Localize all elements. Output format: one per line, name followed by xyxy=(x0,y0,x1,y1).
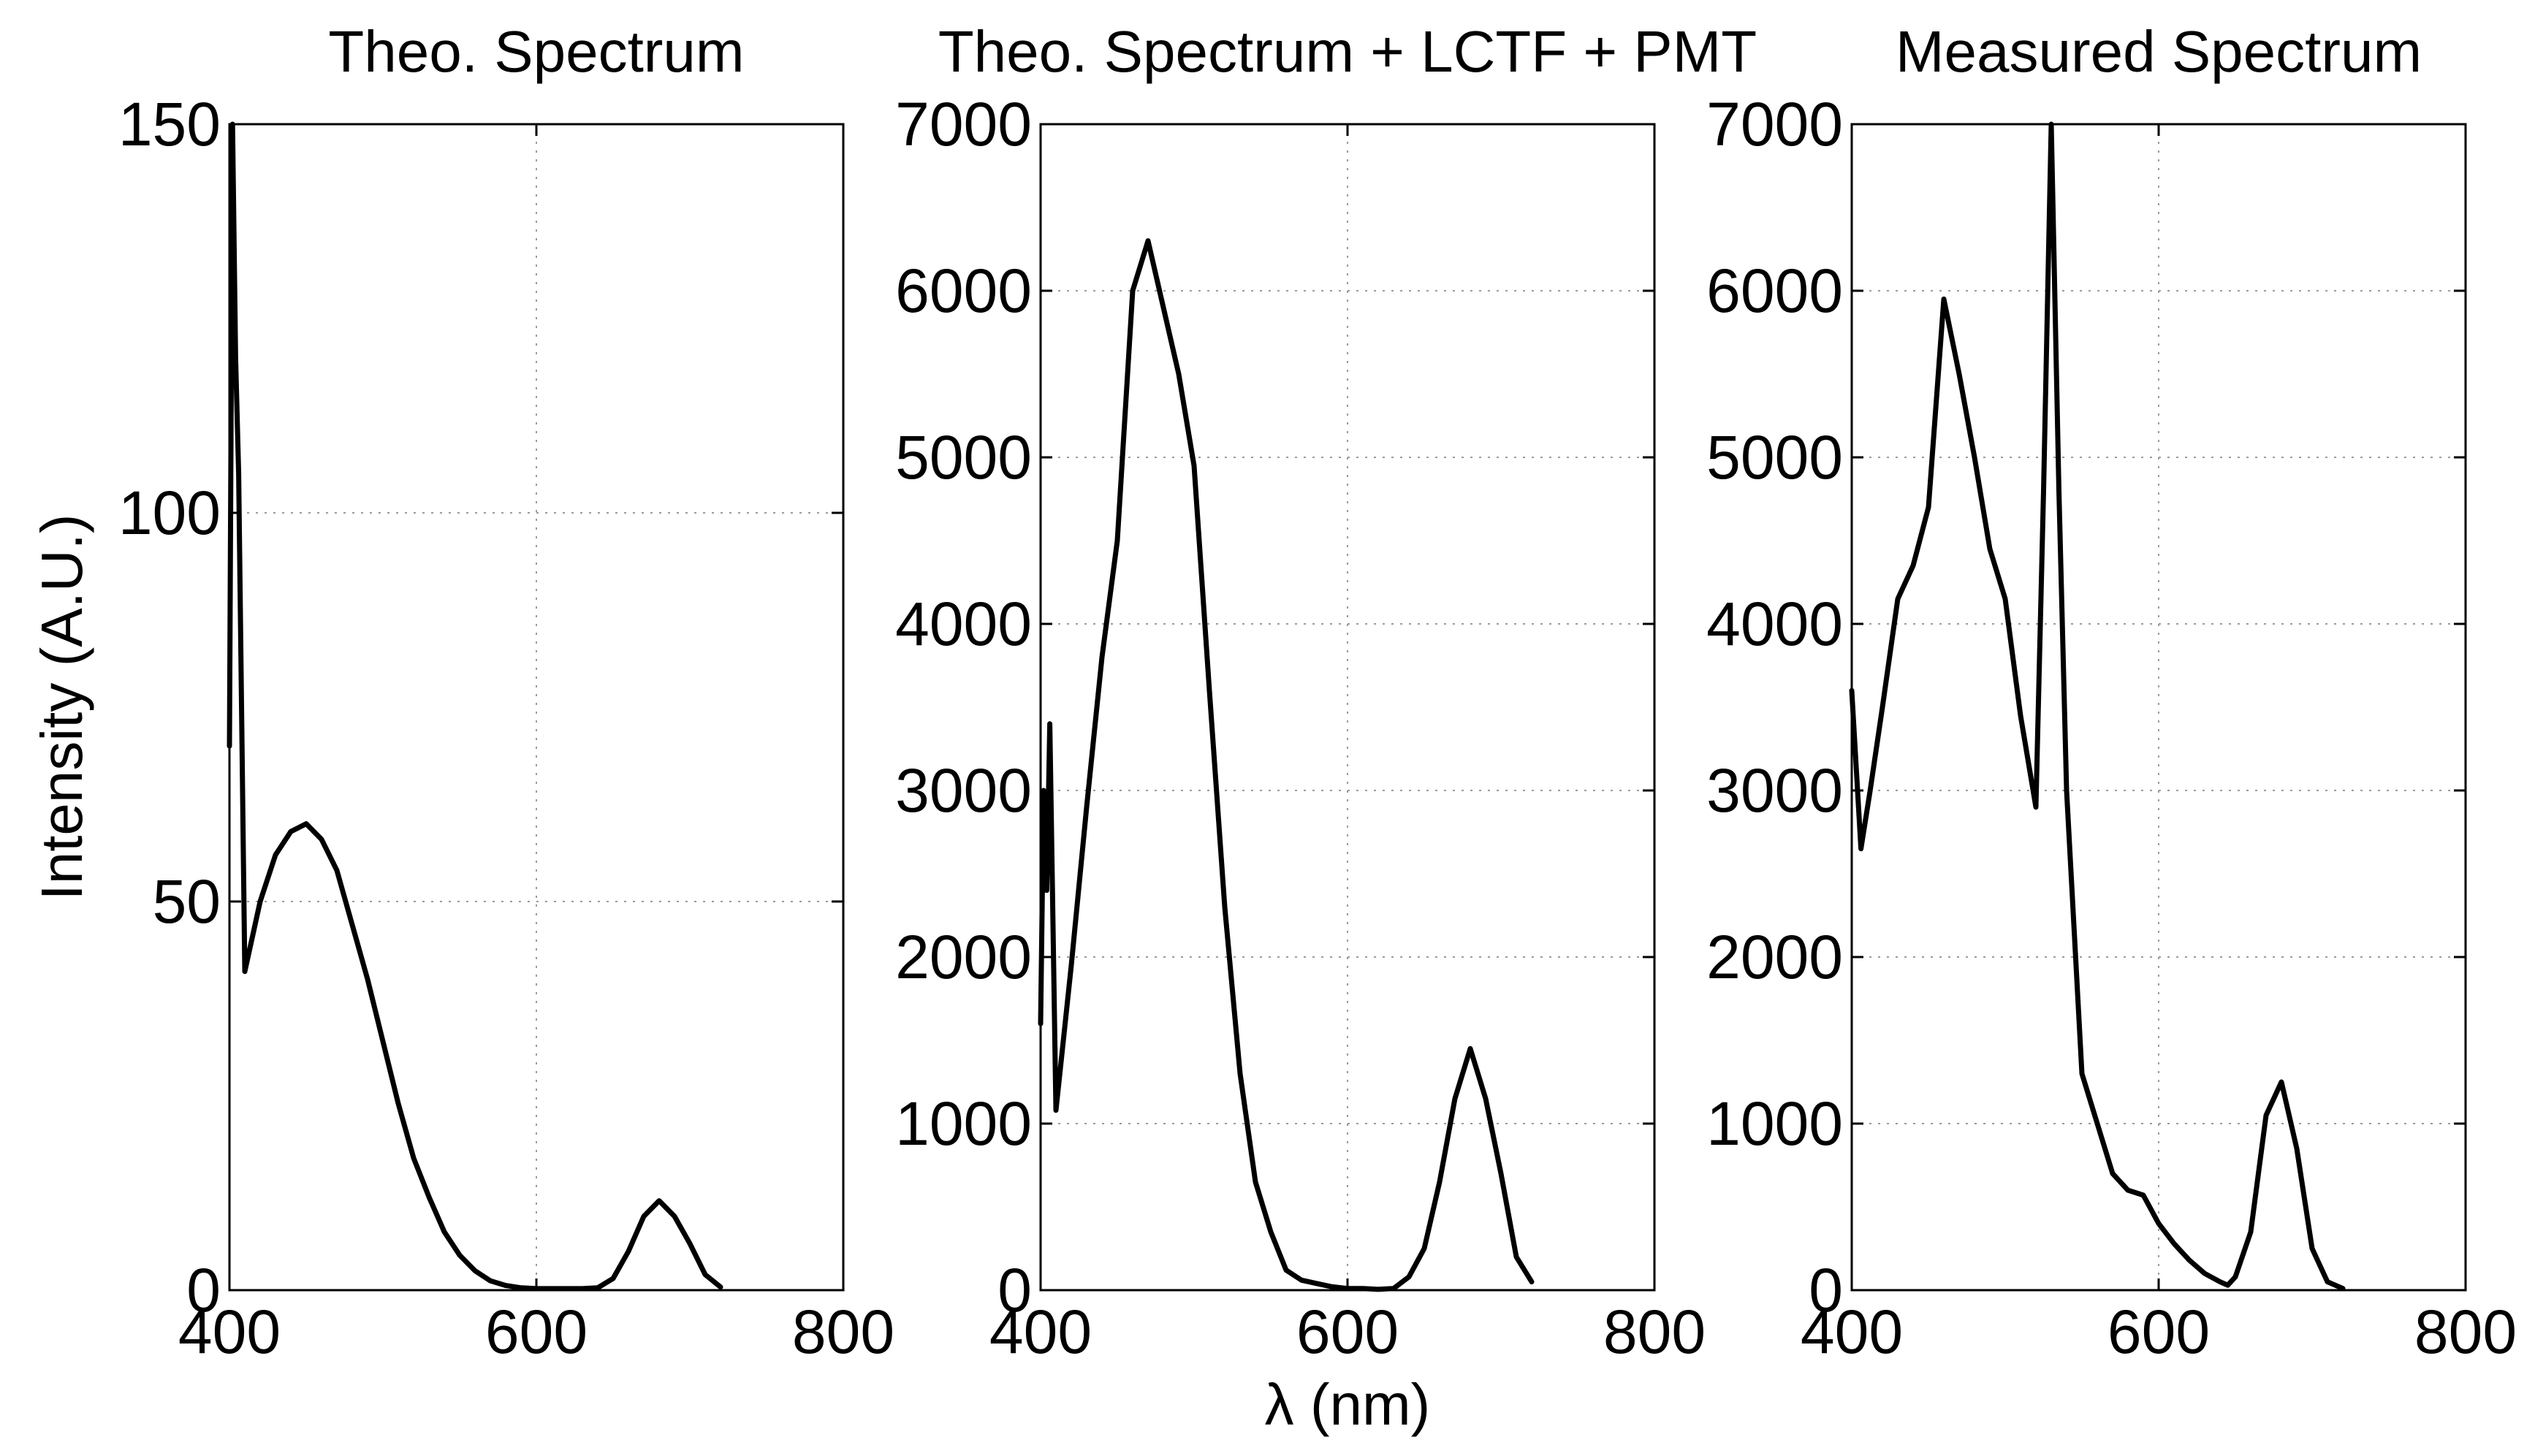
y-tick-label: 4000 xyxy=(1706,590,1843,658)
y-tick-label: 100 xyxy=(118,479,221,547)
x-tick-label: 400 xyxy=(1801,1297,1903,1366)
y-axis-label: Intensity (A.U.) xyxy=(29,514,94,900)
chart-title: Theo. Spectrum + LCTF + PMT xyxy=(938,19,1757,84)
x-tick-label: 400 xyxy=(989,1297,1092,1366)
y-tick-label: 1000 xyxy=(1706,1089,1843,1158)
y-tick-label: 0 xyxy=(997,1256,1032,1324)
panel-measured-spectrum: 400 600 800 0 1000 2000 3000 4000 5000 6000 7000 M… xyxy=(1706,19,2517,1366)
y-tick-label: 5000 xyxy=(1706,423,1843,492)
series-line xyxy=(1849,121,2346,1292)
y-tick-label: 0 xyxy=(1809,1256,1843,1324)
chart-title: Theo. Spectrum xyxy=(328,19,744,84)
y-tick-label: 2000 xyxy=(1706,923,1843,991)
x-tick-label: 800 xyxy=(1603,1297,1706,1366)
y-tick-label: 1000 xyxy=(895,1089,1032,1158)
y-tick-label: 0 xyxy=(186,1256,221,1324)
y-tick-label: 6000 xyxy=(895,256,1032,325)
x-tick-label: 800 xyxy=(2414,1297,2517,1366)
y-tick-label: 3000 xyxy=(1706,756,1843,825)
panel-theo-spectrum-lctf-pmt: 400 600 800 0 1000 2000 3000 4000 5000 6000 7000 T… xyxy=(895,19,1757,1437)
panel-theo-spectrum: 400 600 800 0 50 100 150 Theo. Spectrum Intens… xyxy=(29,19,894,1366)
chart-title: Measured Spectrum xyxy=(1896,19,2422,84)
y-tick-label: 7000 xyxy=(1706,90,1843,159)
x-tick-label: 400 xyxy=(178,1297,281,1366)
x-axis-label: λ (nm) xyxy=(1265,1372,1431,1437)
x-tick-label: 600 xyxy=(485,1297,588,1366)
x-tick-label: 600 xyxy=(2108,1297,2210,1366)
series-line xyxy=(1038,238,1535,1292)
y-tick-label: 50 xyxy=(153,867,221,936)
y-tick-label: 6000 xyxy=(1706,256,1843,325)
y-tick-label: 3000 xyxy=(895,756,1032,825)
series-line xyxy=(227,121,723,1292)
y-tick-label: 150 xyxy=(118,90,221,159)
y-tick-label: 5000 xyxy=(895,423,1032,492)
y-tick-label: 7000 xyxy=(895,90,1032,159)
x-tick-label: 800 xyxy=(792,1297,894,1366)
y-tick-label: 4000 xyxy=(895,590,1032,658)
x-tick-label: 600 xyxy=(1296,1297,1399,1366)
y-tick-label: 2000 xyxy=(895,923,1032,991)
